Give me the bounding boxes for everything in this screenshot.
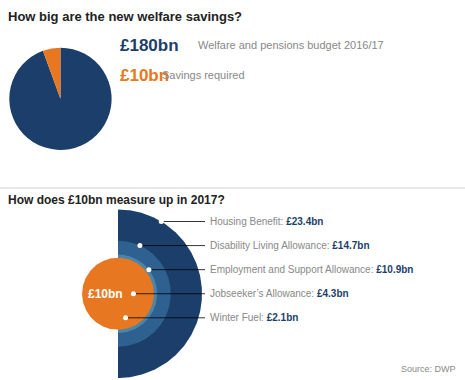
svg-text:Housing Benefit: £23.4bn: Housing Benefit: £23.4bn [210, 216, 323, 227]
svg-text:Employment and Support Allowan: Employment and Support Allowance: £10.9b… [210, 264, 413, 275]
svg-text:£10bn: £10bn [120, 66, 169, 85]
svg-text:£180bn: £180bn [120, 36, 179, 55]
svg-text:£10bn: £10bn [88, 287, 123, 301]
svg-text:How does £10bn measure up in 2: How does £10bn measure up in 2017? [8, 193, 225, 207]
svg-text:Jobseeker’s Allowance: £4.3bn: Jobseeker’s Allowance: £4.3bn [210, 288, 349, 299]
svg-text:Winter Fuel: £2.1bn: Winter Fuel: £2.1bn [210, 312, 298, 323]
svg-text:Source: DWP: Source: DWP [401, 364, 456, 374]
svg-text:Disability Living Allowance: £: Disability Living Allowance: £14.7bn [210, 240, 370, 251]
svg-text:Welfare and pensions budget 20: Welfare and pensions budget 2016/17 [198, 39, 384, 51]
svg-text:How big are the new welfare sa: How big are the new welfare savings? [8, 9, 242, 24]
svg-text:Savings required: Savings required [162, 69, 245, 81]
